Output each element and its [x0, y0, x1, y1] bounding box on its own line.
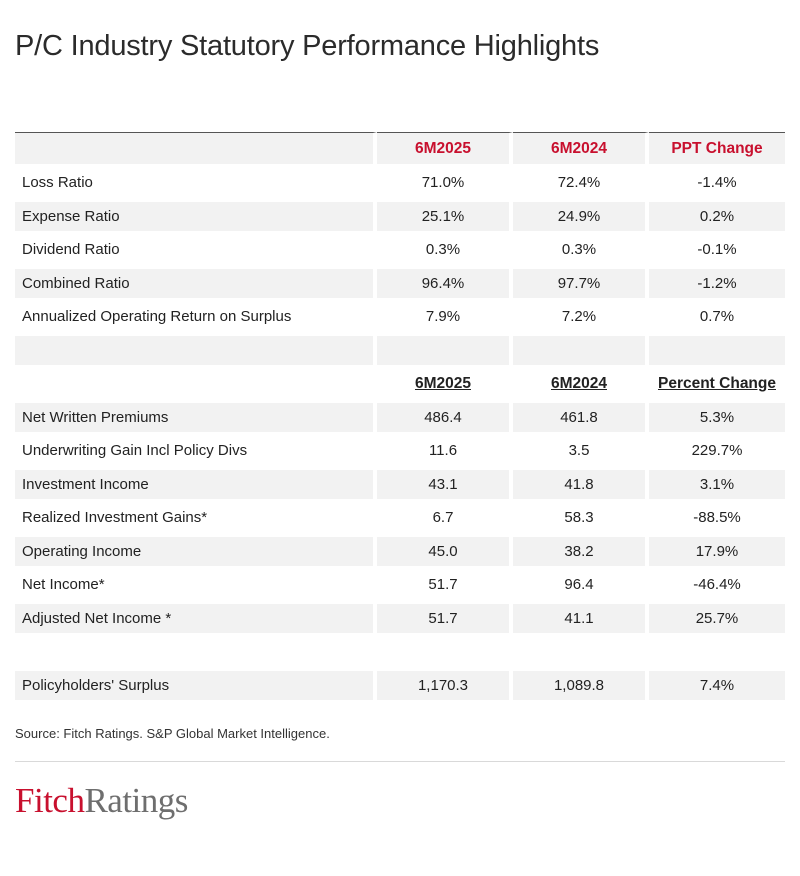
- cell-value: 0.7%: [649, 302, 785, 336]
- row-label: Combined Ratio: [15, 268, 377, 302]
- amount-header-row: 6M2025 6M2024 Percent Change: [15, 369, 785, 403]
- spacer-cell: [649, 335, 785, 369]
- spacer-cell: [15, 335, 377, 369]
- table-row: Net Income* 51.7 96.4 -46.4%: [15, 570, 785, 604]
- cell-value: 43.1: [377, 469, 513, 503]
- cell-value: 3.1%: [649, 469, 785, 503]
- performance-table: 6M2025 6M2024 PPT Change Loss Ratio 71.0…: [15, 132, 785, 704]
- cell-value: 486.4: [377, 402, 513, 436]
- spacer-cell: [15, 637, 377, 671]
- logo-part-ratings: Ratings: [84, 781, 188, 820]
- cell-value: 7.9%: [377, 302, 513, 336]
- source-note: Source: Fitch Ratings. S&P Global Market…: [15, 726, 330, 741]
- table-row: Expense Ratio 25.1% 24.9% 0.2%: [15, 201, 785, 235]
- spacer-cell: [513, 335, 649, 369]
- spacer-row: [15, 335, 785, 369]
- row-label: Net Income*: [15, 570, 377, 604]
- table-row: Underwriting Gain Incl Policy Divs 11.6 …: [15, 436, 785, 470]
- page-title: P/C Industry Statutory Performance Highl…: [15, 30, 600, 62]
- row-label: Loss Ratio: [15, 168, 377, 202]
- cell-value: -1.2%: [649, 268, 785, 302]
- cell-value: 7.2%: [513, 302, 649, 336]
- cell-value: 41.8: [513, 469, 649, 503]
- logo-part-fitch: Fitch: [15, 781, 85, 820]
- spacer-cell: [513, 637, 649, 671]
- cell-value: 45.0: [377, 536, 513, 570]
- surplus-row: Policyholders' Surplus 1,170.3 1,089.8 7…: [15, 670, 785, 704]
- cell-value: 25.1%: [377, 201, 513, 235]
- divider: [15, 761, 785, 762]
- cell-value: 0.2%: [649, 201, 785, 235]
- spacer-row: [15, 637, 785, 671]
- fitch-ratings-logo: FitchRatings: [15, 781, 188, 821]
- spacer-cell: [377, 637, 513, 671]
- cell-value: 96.4%: [377, 268, 513, 302]
- cell-value: 97.7%: [513, 268, 649, 302]
- col-header-6m2024: 6M2024: [513, 369, 649, 403]
- cell-value: 461.8: [513, 402, 649, 436]
- row-label: Policyholders' Surplus: [15, 670, 377, 704]
- row-label: Net Written Premiums: [15, 402, 377, 436]
- row-label: Annualized Operating Return on Surplus: [15, 302, 377, 336]
- cell-value: 17.9%: [649, 536, 785, 570]
- table-row: Realized Investment Gains* 6.7 58.3 -88.…: [15, 503, 785, 537]
- row-label: Expense Ratio: [15, 201, 377, 235]
- cell-value: -46.4%: [649, 570, 785, 604]
- col-header-percent-change: Percent Change: [649, 369, 785, 403]
- cell-value: 51.7: [377, 570, 513, 604]
- header-blank-cell: [15, 132, 377, 168]
- cell-value: 6.7: [377, 503, 513, 537]
- table-row: Operating Income 45.0 38.2 17.9%: [15, 536, 785, 570]
- spacer-cell: [377, 335, 513, 369]
- table-row: Investment Income 43.1 41.8 3.1%: [15, 469, 785, 503]
- table-row: Annualized Operating Return on Surplus 7…: [15, 302, 785, 336]
- table-row: Loss Ratio 71.0% 72.4% -1.4%: [15, 168, 785, 202]
- cell-value: 71.0%: [377, 168, 513, 202]
- cell-value: 38.2: [513, 536, 649, 570]
- table-row: Adjusted Net Income * 51.7 41.1 25.7%: [15, 603, 785, 637]
- cell-value: 0.3%: [377, 235, 513, 269]
- cell-value: 11.6: [377, 436, 513, 470]
- cell-value: 1,089.8: [513, 670, 649, 704]
- col-header-6m2025: 6M2025: [377, 132, 513, 168]
- cell-value: -88.5%: [649, 503, 785, 537]
- cell-value: 25.7%: [649, 603, 785, 637]
- cell-value: -1.4%: [649, 168, 785, 202]
- row-label: Realized Investment Gains*: [15, 503, 377, 537]
- row-label: Dividend Ratio: [15, 235, 377, 269]
- table-row: Combined Ratio 96.4% 97.7% -1.2%: [15, 268, 785, 302]
- table-row: Dividend Ratio 0.3% 0.3% -0.1%: [15, 235, 785, 269]
- cell-value: 229.7%: [649, 436, 785, 470]
- row-label: Underwriting Gain Incl Policy Divs: [15, 436, 377, 470]
- table-row: Net Written Premiums 486.4 461.8 5.3%: [15, 402, 785, 436]
- col-header-6m2025: 6M2025: [377, 369, 513, 403]
- row-label: Investment Income: [15, 469, 377, 503]
- ratio-header-row: 6M2025 6M2024 PPT Change: [15, 132, 785, 168]
- cell-value: 0.3%: [513, 235, 649, 269]
- cell-value: 72.4%: [513, 168, 649, 202]
- header-blank-cell: [15, 369, 377, 403]
- cell-value: -0.1%: [649, 235, 785, 269]
- cell-value: 58.3: [513, 503, 649, 537]
- col-header-6m2024: 6M2024: [513, 132, 649, 168]
- cell-value: 3.5: [513, 436, 649, 470]
- spacer-cell: [649, 637, 785, 671]
- cell-value: 24.9%: [513, 201, 649, 235]
- cell-value: 96.4: [513, 570, 649, 604]
- cell-value: 1,170.3: [377, 670, 513, 704]
- cell-value: 41.1: [513, 603, 649, 637]
- cell-value: 7.4%: [649, 670, 785, 704]
- col-header-ppt-change: PPT Change: [649, 132, 785, 168]
- cell-value: 51.7: [377, 603, 513, 637]
- row-label: Adjusted Net Income *: [15, 603, 377, 637]
- cell-value: 5.3%: [649, 402, 785, 436]
- row-label: Operating Income: [15, 536, 377, 570]
